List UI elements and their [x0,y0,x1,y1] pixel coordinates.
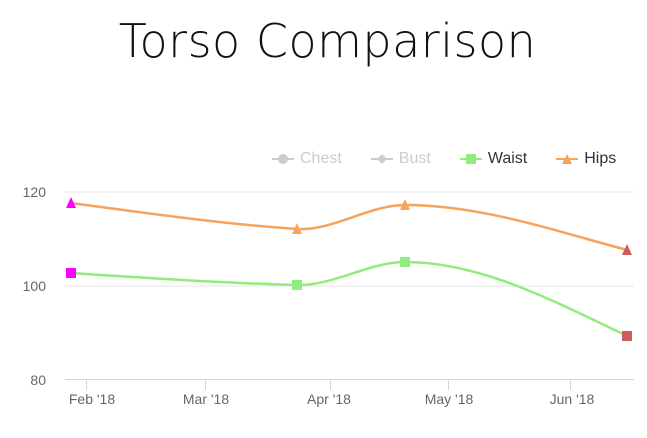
triangle-marker-icon[interactable] [400,199,410,210]
y-tick-label: 120 [23,184,47,200]
series-hips[interactable] [66,197,632,255]
x-tick-label: Mar '18 [183,391,229,407]
triangle-marker-icon[interactable] [292,223,302,234]
square-marker-icon[interactable] [622,331,632,341]
square-marker-icon [459,154,482,164]
x-tick-label: Jun '18 [550,391,595,407]
diamond-marker-icon [370,154,393,164]
legend-label: Bust [398,150,431,167]
legend-label: Chest [300,150,342,167]
y-tick-label: 100 [23,278,47,294]
chart-title: Torso Comparison [118,14,537,68]
square-marker-icon[interactable] [292,280,302,290]
series-waist[interactable] [66,257,632,341]
legend-item-chest[interactable]: Chest [272,150,342,168]
x-axis [65,379,634,390]
x-tick-label: Apr '18 [307,391,351,407]
x-tick-label: Feb '18 [69,391,115,407]
y-tick-label: 80 [30,372,46,388]
circle-marker-icon [272,154,294,164]
legend-item-waist[interactable]: Waist [459,150,528,168]
square-marker-icon[interactable] [66,268,76,278]
legend-label: Hips [584,150,617,167]
triangle-marker-icon [556,154,579,164]
legend-item-bust[interactable]: Bust [370,150,431,168]
chart-legend: Chest Bust Waist Hips [272,150,616,168]
square-marker-icon[interactable] [400,257,410,267]
x-tick-label: May '18 [425,391,474,407]
y-gridlines [65,191,634,287]
triangle-marker-icon[interactable] [66,197,76,208]
triangle-marker-icon[interactable] [622,244,632,255]
legend-label: Waist [487,150,528,167]
legend-item-hips[interactable]: Hips [556,150,616,168]
